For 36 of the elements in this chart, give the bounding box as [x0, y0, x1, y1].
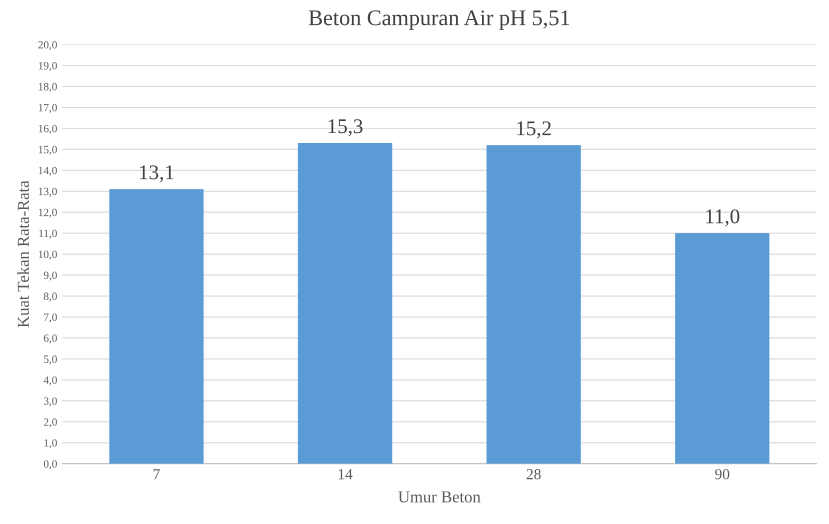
- y-tick-label: 3,0: [44, 397, 57, 406]
- y-tick-label: 4,0: [44, 376, 57, 386]
- y-tick-label: 10,0: [38, 250, 57, 260]
- data-label: 15,3: [328, 119, 362, 136]
- y-tick-label: 11,0: [39, 230, 57, 239]
- bar: [675, 233, 770, 464]
- x-tick-label: 7: [154, 469, 160, 480]
- x-tick-label: 28: [526, 469, 541, 480]
- y-tick-label: 9,0: [44, 272, 57, 281]
- y-tick-label: 19,0: [38, 62, 57, 72]
- data-label: 15,2: [517, 121, 551, 138]
- y-tick-label: 17,0: [38, 104, 57, 113]
- data-label: 11,0: [706, 209, 740, 226]
- bar: [486, 145, 581, 464]
- y-tick-label: 14,0: [38, 166, 57, 176]
- data-label: 13,1: [140, 165, 174, 182]
- y-tick-label: 16,0: [38, 124, 57, 134]
- y-tick-label: 18,0: [38, 82, 57, 92]
- x-tick-label: 14: [338, 469, 352, 480]
- y-tick-label: 8,0: [44, 292, 57, 302]
- y-tick-label: 12,0: [38, 208, 57, 218]
- bar: [109, 189, 204, 464]
- y-axis-title: Kuat Tekan Rata-Rata: [17, 180, 29, 328]
- chart-title: Beton Campuran Air pH 5,51: [308, 10, 570, 30]
- x-tick-label: 90: [715, 469, 730, 480]
- y-tick-label: 2,0: [44, 418, 57, 428]
- y-tick-label: 15,0: [38, 146, 57, 155]
- bar: [298, 143, 392, 464]
- y-tick-label: 0,0: [44, 460, 57, 470]
- y-tick-label: 1,0: [44, 439, 57, 448]
- y-tick-label: 7,0: [44, 313, 57, 323]
- y-tick-label: 13,0: [38, 188, 57, 197]
- y-tick-label: 6,0: [44, 334, 57, 344]
- x-axis-title: Umur Beton: [398, 491, 481, 503]
- y-tick-label: 5,0: [44, 355, 57, 365]
- y-tick-label: 20,0: [38, 41, 57, 50]
